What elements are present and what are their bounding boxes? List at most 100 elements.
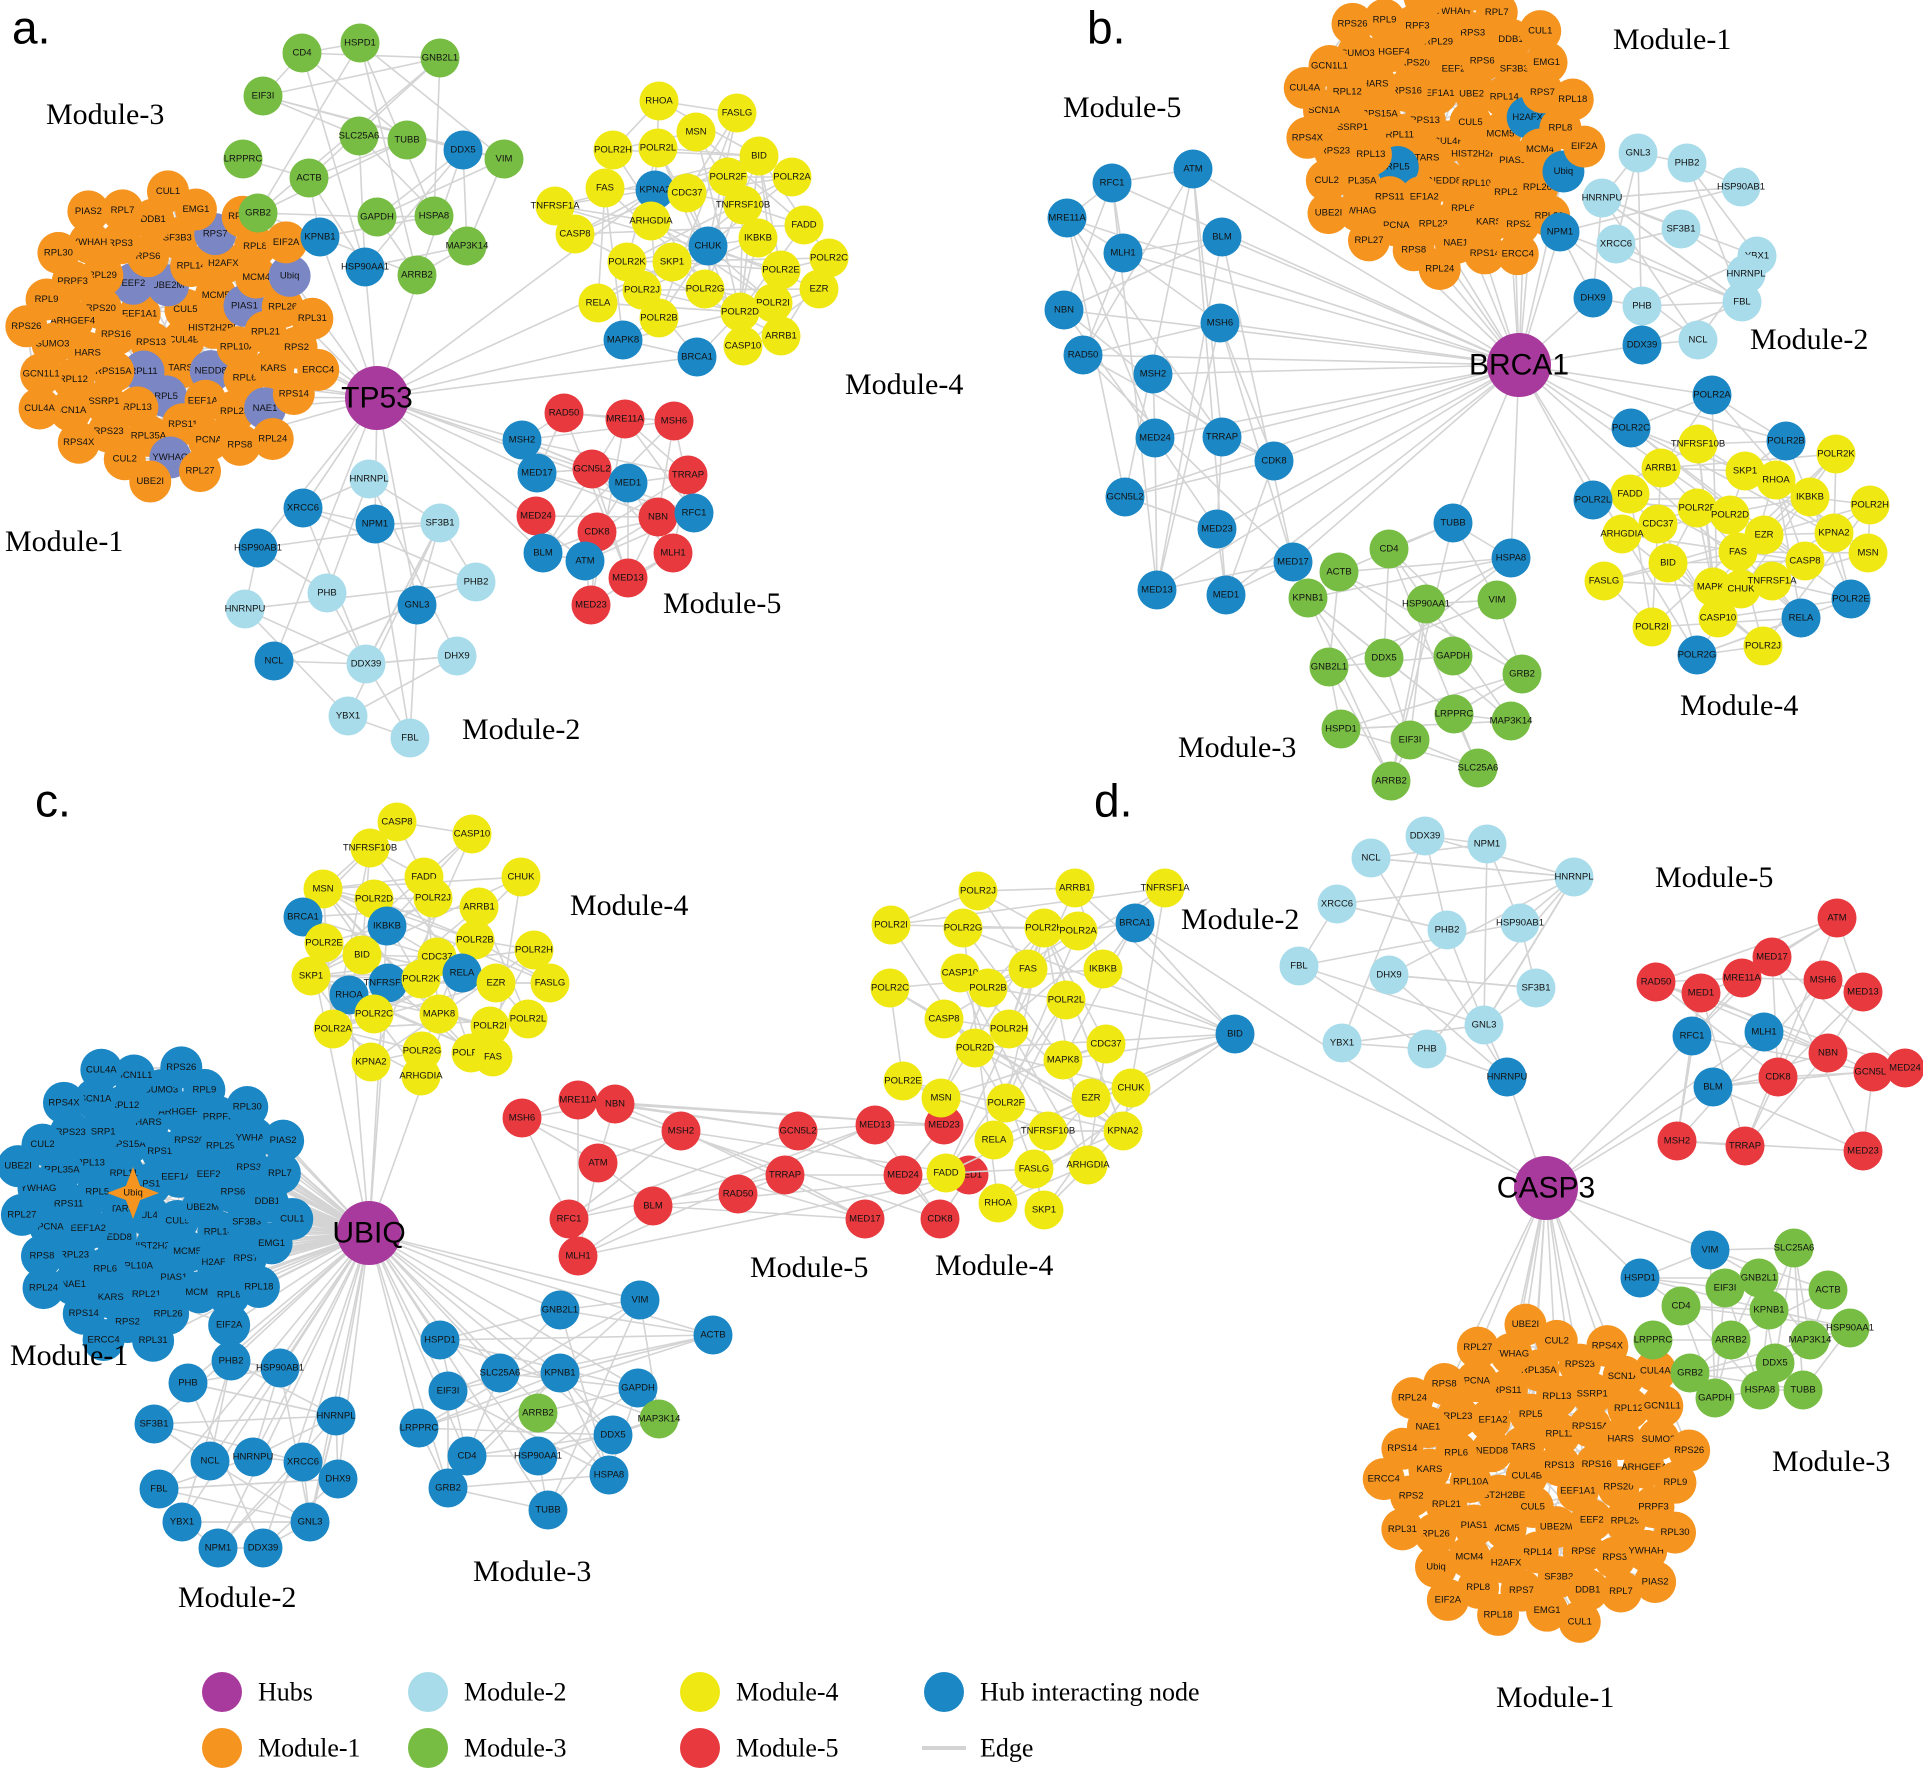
node-label-ACTB: ACTB xyxy=(1326,567,1351,578)
node-label-POLR2A: POLR2A xyxy=(1059,926,1097,937)
edge xyxy=(368,1232,449,1489)
node-label-BLM: BLM xyxy=(1703,1082,1723,1093)
edge xyxy=(302,1232,370,1463)
node-RPS8 xyxy=(1423,1362,1466,1405)
node-RPS8 xyxy=(20,1235,63,1278)
node-NBN xyxy=(595,1084,635,1124)
node-label-PIAS1: PIAS1 xyxy=(1499,155,1526,166)
node-label-SKP1: SKP1 xyxy=(299,971,323,982)
edge xyxy=(376,245,709,399)
hub-label-UBIQ: UBIQ xyxy=(332,1217,405,1250)
node-label-TARS: TARS xyxy=(110,1204,135,1215)
edge xyxy=(368,1232,641,1301)
edge xyxy=(301,52,366,268)
node-TRRAP xyxy=(1202,417,1242,457)
node-label-NPM1: NPM1 xyxy=(1474,839,1500,850)
node-label-TARS: TARS xyxy=(1511,1441,1536,1452)
node-label-RAD50: RAD50 xyxy=(723,1189,754,1200)
node-NCL xyxy=(190,1441,230,1481)
node-label-NCL: NCL xyxy=(264,656,283,667)
node-LRPPRC xyxy=(1633,1320,1673,1360)
node-label-FBL: FBL xyxy=(1733,297,1750,308)
edge xyxy=(758,155,830,259)
node-FAS xyxy=(1718,532,1758,572)
node-label-RPS15A: RPS15A xyxy=(109,1139,146,1150)
node-label-POLR2I: POLR2I xyxy=(473,1021,507,1032)
node-label-RAD50: RAD50 xyxy=(549,408,580,419)
node-ERCC4 xyxy=(1362,1458,1405,1501)
node-label-NEDD8: NEDD8 xyxy=(1476,1446,1508,1457)
edge xyxy=(1771,956,1906,1069)
node-CASP10 xyxy=(723,326,763,366)
node-label-SSRP1: SSRP1 xyxy=(1337,122,1368,133)
node-KPNA2 xyxy=(1814,513,1854,553)
node-label-POLR2K: POLR2K xyxy=(1025,923,1063,934)
edge xyxy=(622,311,741,341)
node-VIM xyxy=(1477,580,1517,620)
node-RPL12 xyxy=(52,358,95,401)
node-label-Ubiq: Ubiq xyxy=(1426,1561,1446,1572)
node-VIM xyxy=(620,1280,660,1320)
node-label-RPS8: RPS8 xyxy=(1401,245,1426,256)
node-label-CUL4B: CUL4B xyxy=(1512,1470,1543,1481)
node-GCN1L1 xyxy=(1641,1384,1684,1427)
node-label-HIST2H2BE: HIST2H2BE xyxy=(131,1240,183,1251)
node-label-UBE2M: UBE2M xyxy=(152,280,185,291)
node-FAS xyxy=(1008,949,1048,989)
node-label-ERCC4: ERCC4 xyxy=(1502,249,1534,260)
node-label-POLR2E: POLR2E xyxy=(1832,594,1870,605)
node-label-HSP90AB1: HSP90AB1 xyxy=(256,1363,304,1374)
node-label-PHB: PHB xyxy=(317,588,337,599)
node-label-POLR2H: POLR2H xyxy=(990,1024,1028,1035)
edge xyxy=(614,1103,799,1132)
node-RPL7 xyxy=(1599,1570,1642,1613)
node-label-RPL7: RPL7 xyxy=(111,205,135,216)
node-label-FADD: FADD xyxy=(1617,489,1642,500)
edge xyxy=(1063,309,1520,366)
node-label-EZR: EZR xyxy=(487,978,506,989)
node-label-SSRP1: SSRP1 xyxy=(84,1126,115,1137)
node-label-RPL18: RPL18 xyxy=(244,1281,273,1292)
edge xyxy=(1082,354,1275,462)
node-MED24 xyxy=(1135,418,1175,458)
node-label-RFC1: RFC1 xyxy=(682,508,707,519)
node-label-KPNA2: KPNA2 xyxy=(639,185,670,196)
node-MRE11A xyxy=(1722,958,1762,998)
node-PHB2 xyxy=(1667,143,1707,183)
node-label-DHX9: DHX9 xyxy=(325,1474,350,1485)
node-label-RPL7: RPL7 xyxy=(268,1168,292,1179)
node-label-RFC1: RFC1 xyxy=(557,1214,582,1225)
edge xyxy=(1388,974,1508,1078)
node-label-POLR2E: POLR2E xyxy=(305,938,343,949)
node-CHUK xyxy=(501,857,541,897)
edge xyxy=(1063,309,1156,439)
node-CUL4A xyxy=(1283,66,1326,109)
edge xyxy=(1388,974,1537,989)
node-CUL4A xyxy=(80,1048,123,1091)
node-GNL3 xyxy=(1618,133,1658,173)
node-POLR2E xyxy=(304,923,344,963)
edge xyxy=(1793,1247,1804,1391)
node-label-EMG1: EMG1 xyxy=(1533,57,1560,68)
node-label-POLR2C: POLR2C xyxy=(871,983,909,994)
node-GNL3 xyxy=(397,585,437,625)
node-label-UBE2M: UBE2M xyxy=(1459,89,1492,100)
node-label-RPL27: RPL27 xyxy=(185,466,214,477)
node-label-MSH2: MSH2 xyxy=(1140,369,1166,380)
node-RFC1 xyxy=(1092,163,1132,203)
node-label-UBE2M: UBE2M xyxy=(186,1202,219,1213)
node-label-PHB2: PHB2 xyxy=(1435,925,1460,936)
node-label-HSP90AB1: HSP90AB1 xyxy=(234,543,282,554)
node-label-DDX39: DDX39 xyxy=(1627,340,1658,351)
node-label-ERCC4: ERCC4 xyxy=(302,364,334,375)
node-VIM xyxy=(1690,1230,1730,1270)
edge xyxy=(1005,930,1079,1104)
node-CHUK xyxy=(688,226,728,266)
node-label-GRB2: GRB2 xyxy=(1677,1368,1703,1379)
node-label-HSP90AA1: HSP90AA1 xyxy=(1826,1323,1874,1334)
node-label-ARRB1: ARRB1 xyxy=(1059,883,1091,894)
node-label-POLR2B: POLR2B xyxy=(640,313,678,324)
node-label-MED24: MED24 xyxy=(1139,433,1171,444)
node-LRPPRC xyxy=(399,1408,439,1448)
node-label-PIAS1: PIAS1 xyxy=(231,300,258,311)
